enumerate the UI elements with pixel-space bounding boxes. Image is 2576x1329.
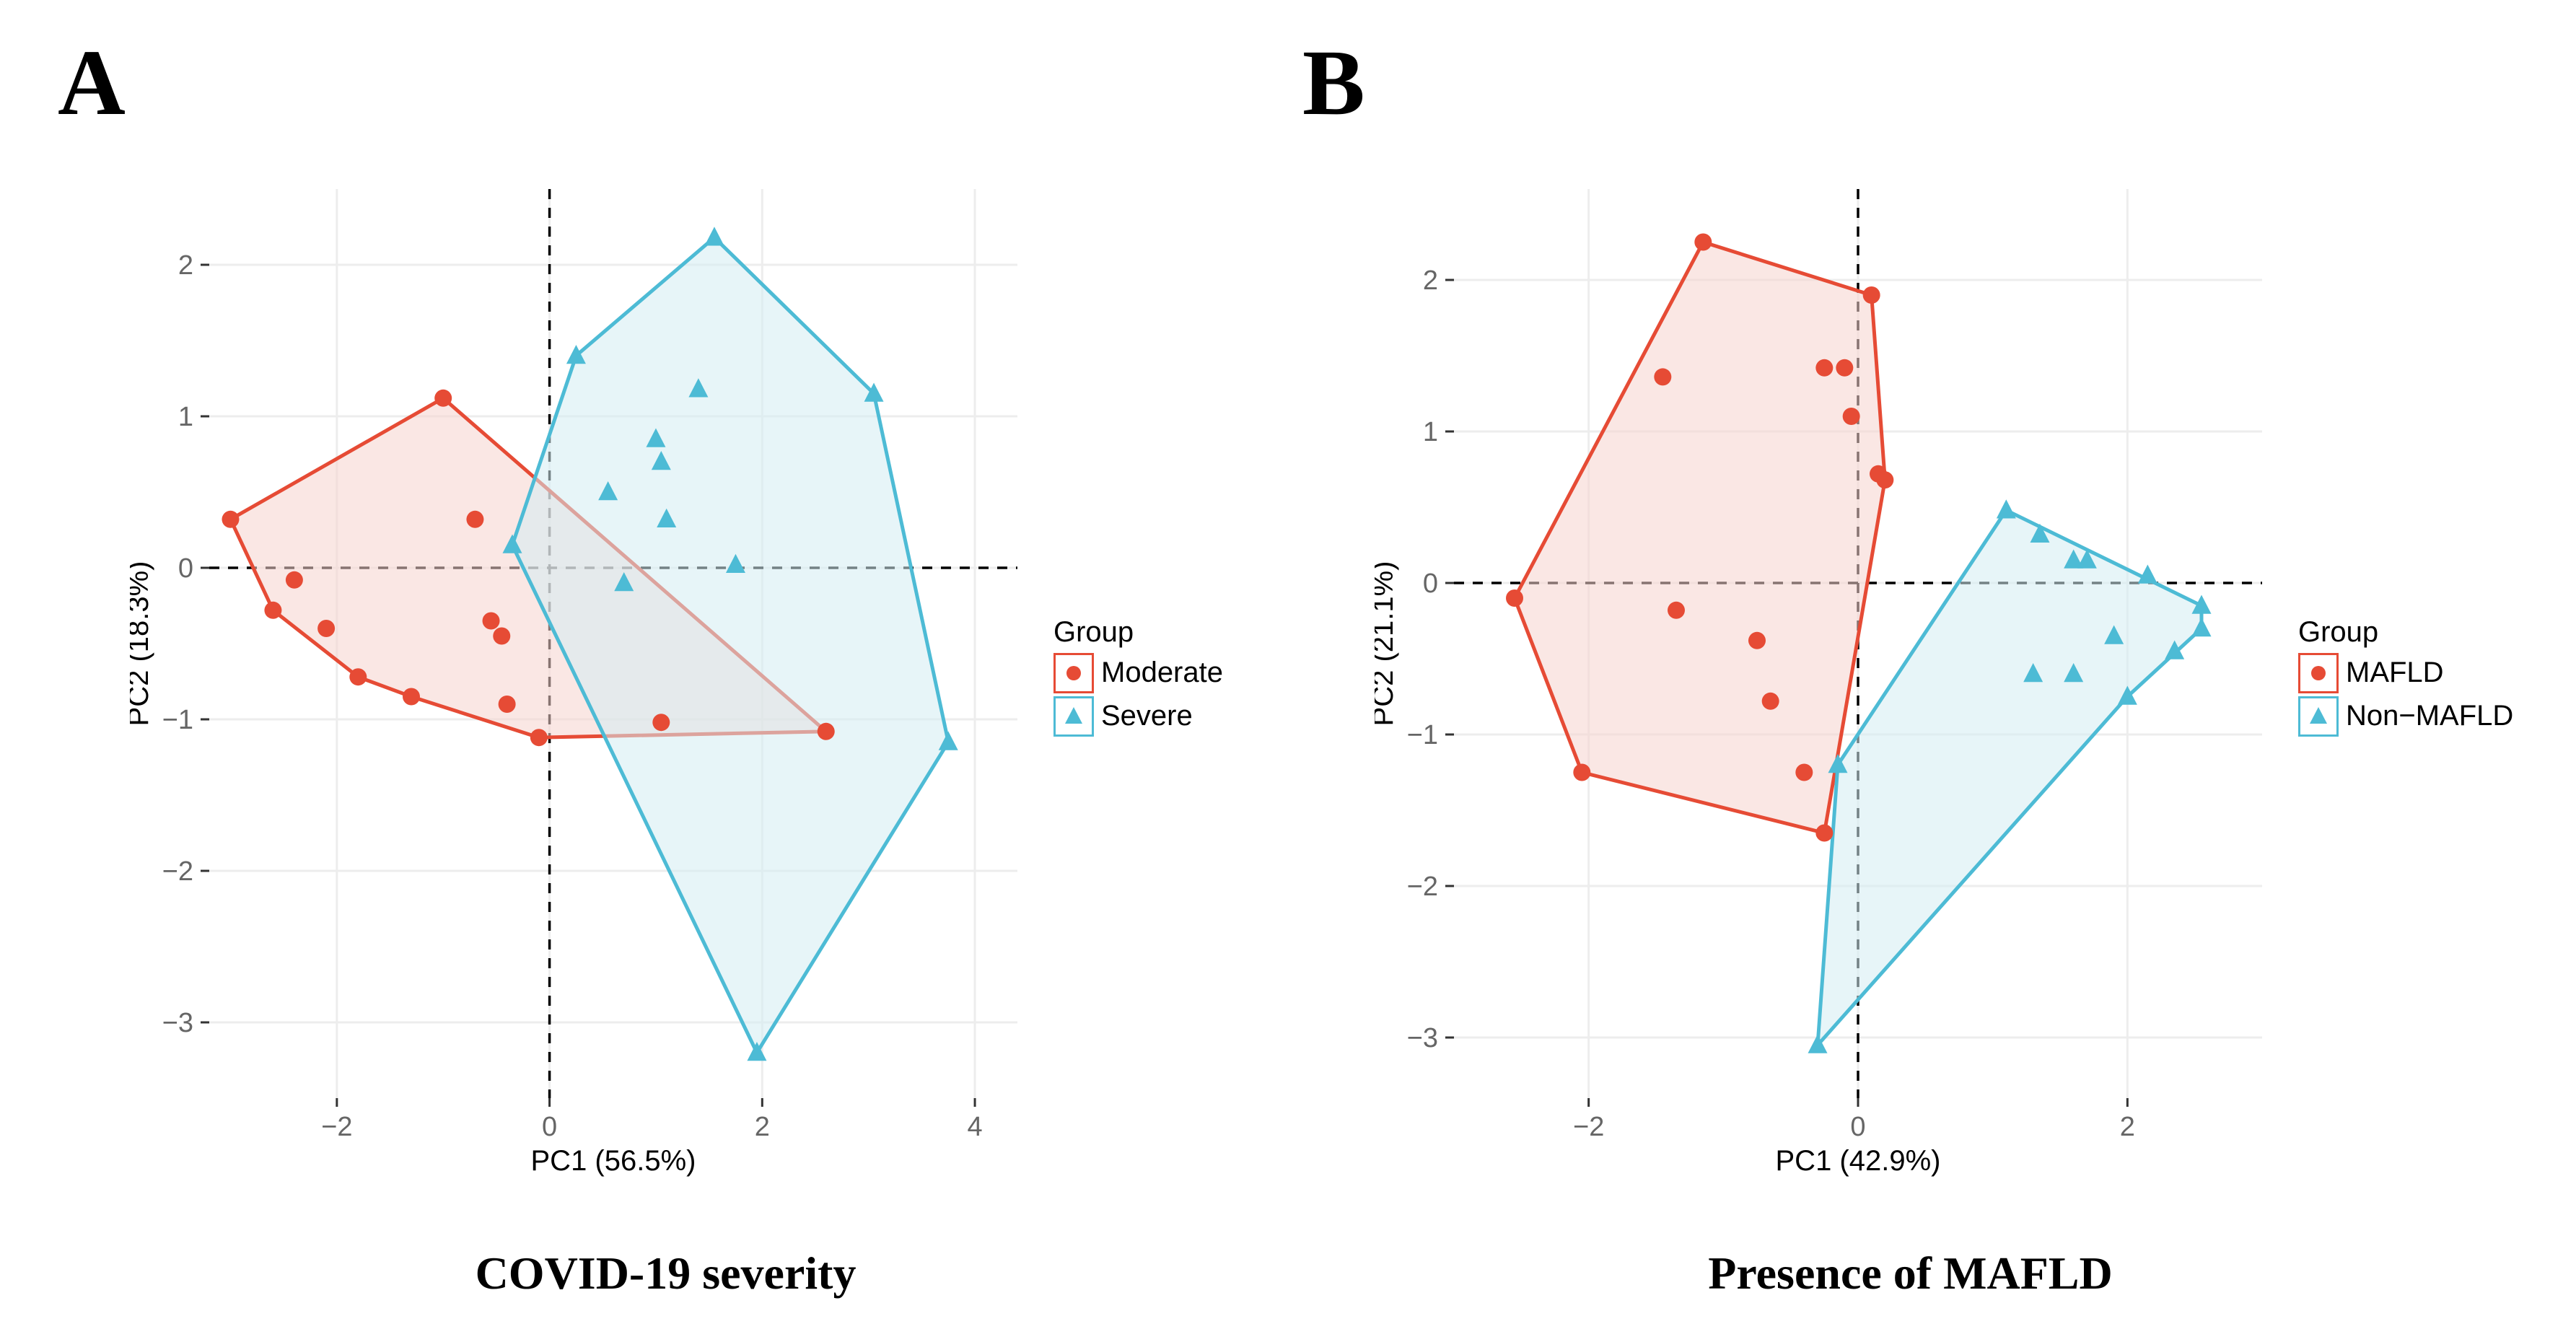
svg-text:1: 1 xyxy=(178,402,193,432)
panel-b: B −2 0 2 −3 −2 −1 0 1 2 PC1 (42.9%) PC2 (21.1%) Gr… xyxy=(1288,29,2533,1300)
legend-label: Moderate xyxy=(1101,657,1223,689)
legend-item: MAFLD xyxy=(2298,653,2513,693)
svg-text:2: 2 xyxy=(2120,1112,2135,1142)
legend-item: Moderate xyxy=(1053,653,1223,693)
legend-swatch xyxy=(2298,696,2339,737)
legend-label: Severe xyxy=(1101,700,1193,732)
svg-text:4: 4 xyxy=(967,1112,982,1142)
panel-a-letter: A xyxy=(58,29,126,137)
svg-text:−2: −2 xyxy=(1573,1112,1604,1142)
svg-text:2: 2 xyxy=(178,250,193,281)
panel-a-caption: COVID-19 severity xyxy=(43,1247,1288,1300)
svg-text:0: 0 xyxy=(542,1112,557,1142)
panel-b-letter: B xyxy=(1302,29,1365,137)
svg-text:0: 0 xyxy=(178,553,193,584)
svg-text:−1: −1 xyxy=(1407,720,1438,750)
svg-text:−1: −1 xyxy=(162,705,193,735)
panel-a-chart-row: −2 0 2 4 −3 −2 −1 0 1 2 PC1 (56.5%) PC2 (18.3%) Gro… xyxy=(43,29,1288,1225)
svg-text:0: 0 xyxy=(1850,1112,1865,1142)
legend-swatch xyxy=(1053,696,1094,737)
legend-label: Non−MAFLD xyxy=(2346,700,2513,732)
svg-text:2: 2 xyxy=(755,1112,770,1142)
panel-a-chart: −2 0 2 4 −3 −2 −1 0 1 2 PC1 (56.5%) PC2 (18.3%) xyxy=(130,175,1032,1181)
panel-a: A −2 0 2 4 −3 −2 −1 0 1 2 PC1 (56.5%) PC2 (18.3%) G… xyxy=(43,29,1288,1300)
svg-text:0: 0 xyxy=(1423,569,1438,599)
panel-a-legend-title: Group xyxy=(1053,616,1223,649)
svg-text:PC2 (18.3%): PC2 (18.3%) xyxy=(130,561,154,726)
panel-a-legend-items: Moderate Severe xyxy=(1053,653,1223,737)
panel-b-chart: −2 0 2 −3 −2 −1 0 1 2 PC1 (42.9%) PC2 (21.1%) xyxy=(1375,175,2277,1181)
panel-b-legend-title: Group xyxy=(2298,616,2513,649)
panel-a-legend: Group Moderate Severe xyxy=(1053,616,1223,740)
panel-b-caption: Presence of MAFLD xyxy=(1288,1247,2533,1300)
svg-text:−2: −2 xyxy=(162,856,193,887)
legend-label: MAFLD xyxy=(2346,657,2444,689)
panel-b-chart-row: −2 0 2 −3 −2 −1 0 1 2 PC1 (42.9%) PC2 (21.1%) Grou… xyxy=(1288,29,2533,1225)
panel-b-legend-items: MAFLD Non−MAFLD xyxy=(2298,653,2513,737)
svg-text:PC2 (21.1%): PC2 (21.1%) xyxy=(1375,561,1399,726)
svg-text:−3: −3 xyxy=(1407,1023,1438,1053)
panel-b-legend: Group MAFLD Non−MAFLD xyxy=(2298,616,2513,740)
svg-text:2: 2 xyxy=(1423,266,1438,296)
legend-item: Non−MAFLD xyxy=(2298,696,2513,737)
figure-container: A −2 0 2 4 −3 −2 −1 0 1 2 PC1 (56.5%) PC2 (18.3%) G… xyxy=(0,0,2576,1329)
svg-text:PC1 (42.9%): PC1 (42.9%) xyxy=(1776,1145,1941,1177)
legend-swatch xyxy=(2298,653,2339,693)
svg-text:1: 1 xyxy=(1423,417,1438,447)
legend-swatch xyxy=(1053,653,1094,693)
legend-item: Severe xyxy=(1053,696,1223,737)
svg-text:−2: −2 xyxy=(1407,872,1438,902)
svg-text:−3: −3 xyxy=(162,1008,193,1038)
svg-text:−2: −2 xyxy=(321,1112,352,1142)
svg-text:PC1 (56.5%): PC1 (56.5%) xyxy=(531,1145,696,1177)
